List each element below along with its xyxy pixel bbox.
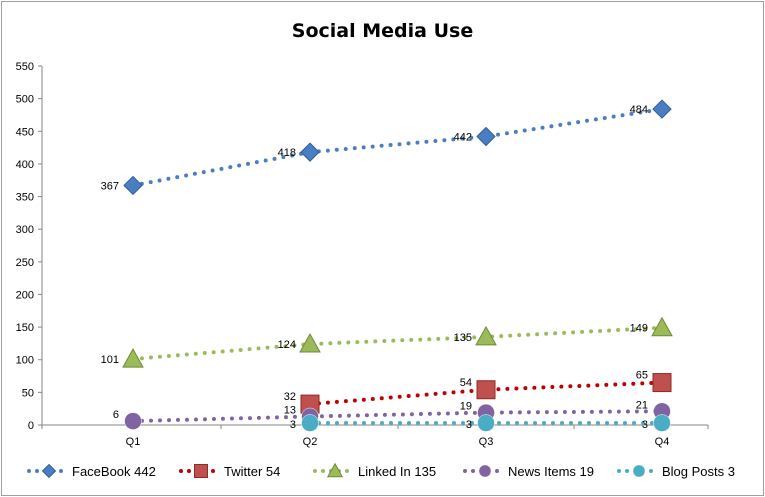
y-tick-label: 250 <box>16 257 34 269</box>
data-label: 65 <box>636 370 648 382</box>
x-tick-label: Q2 <box>303 436 318 448</box>
data-label: 367 <box>101 180 119 192</box>
legend-marker <box>478 464 492 478</box>
x-tick-label: Q4 <box>655 436 670 448</box>
legend-label-news-items: News Items 19 <box>508 463 594 479</box>
data-point <box>123 175 143 196</box>
y-tick-label: 400 <box>16 159 34 171</box>
data-label: 3 <box>290 419 296 431</box>
legend-item-twitter: Twitter 54 <box>178 460 280 482</box>
data-label: 19 <box>460 401 472 413</box>
series-line <box>131 325 664 362</box>
data-point <box>652 373 672 393</box>
legend-label-linkedin: Linked In 135 <box>358 463 437 479</box>
legend-item-news-items: News Items 19 <box>462 460 594 482</box>
chart-title: Social Media Use <box>291 20 474 42</box>
y-tick-label: 50 <box>22 387 34 399</box>
legend-item-blog-posts: Blog Posts 3 <box>616 460 735 482</box>
data-label: 32 <box>284 391 296 403</box>
data-point <box>124 412 142 430</box>
data-label: 484 <box>630 104 648 116</box>
legend-item-linkedin: Linked In 135 <box>312 460 436 482</box>
y-tick-label: 450 <box>16 126 34 138</box>
data-label: 3 <box>642 419 648 431</box>
chart-legend: FaceBook 442 Twitter 54 Linked In 135 Ne… <box>0 460 765 482</box>
data-label: 101 <box>101 354 119 366</box>
data-label: 418 <box>278 147 296 159</box>
y-tick-label: 100 <box>16 355 34 367</box>
data-point <box>477 414 495 432</box>
data-label: 6 <box>113 409 119 421</box>
data-point <box>652 99 672 119</box>
data-point <box>301 414 319 432</box>
data-label: 3 <box>466 419 472 431</box>
data-label: 13 <box>284 405 296 417</box>
y-tick-label: 350 <box>16 192 34 204</box>
data-point <box>122 348 144 368</box>
data-point <box>475 325 497 346</box>
legend-symbol-news-items <box>463 464 507 478</box>
legend-label-facebook: FaceBook 442 <box>72 463 156 479</box>
y-tick-label: 500 <box>16 94 34 106</box>
legend-marker <box>194 464 208 478</box>
data-point <box>300 142 320 162</box>
legend-marker <box>632 464 646 478</box>
data-point <box>299 333 321 353</box>
y-tick-label: 0 <box>28 420 34 432</box>
series-2: 101 124 135 149 <box>101 316 673 368</box>
legend-item-facebook: FaceBook 442 <box>26 460 156 482</box>
series-1: 32 54 65 <box>284 370 672 414</box>
data-label: 124 <box>278 339 296 351</box>
legend-symbol-linkedin <box>313 462 357 478</box>
legend-marker <box>41 463 57 479</box>
data-label: 149 <box>630 323 648 335</box>
legend-symbol-twitter <box>179 464 223 478</box>
legend-marker <box>326 462 344 478</box>
data-label: 442 <box>454 131 472 143</box>
data-label: 21 <box>636 399 648 411</box>
data-point <box>476 380 496 400</box>
x-tick-label: Q1 <box>126 436 141 448</box>
data-point <box>653 414 671 432</box>
series-line <box>131 107 664 188</box>
y-tick-label: 200 <box>16 289 34 301</box>
data-label: 54 <box>460 377 472 389</box>
legend-label-blog-posts: Blog Posts 3 <box>662 463 735 479</box>
legend-symbol-facebook <box>27 463 71 479</box>
y-tick-label: 300 <box>16 224 34 236</box>
series-0: 367 418 442 484 <box>101 99 672 196</box>
series-4: 3 3 3 <box>290 414 671 432</box>
x-tick-label: Q3 <box>479 436 494 448</box>
series-line <box>131 409 664 424</box>
y-tick-label: 150 <box>16 322 34 334</box>
y-tick-label: 550 <box>16 61 34 73</box>
data-point <box>651 316 673 337</box>
legend-label-twitter: Twitter 54 <box>224 463 281 479</box>
data-label: 135 <box>454 332 472 344</box>
legend-symbol-blog-posts <box>617 464 661 478</box>
data-point <box>476 126 496 147</box>
